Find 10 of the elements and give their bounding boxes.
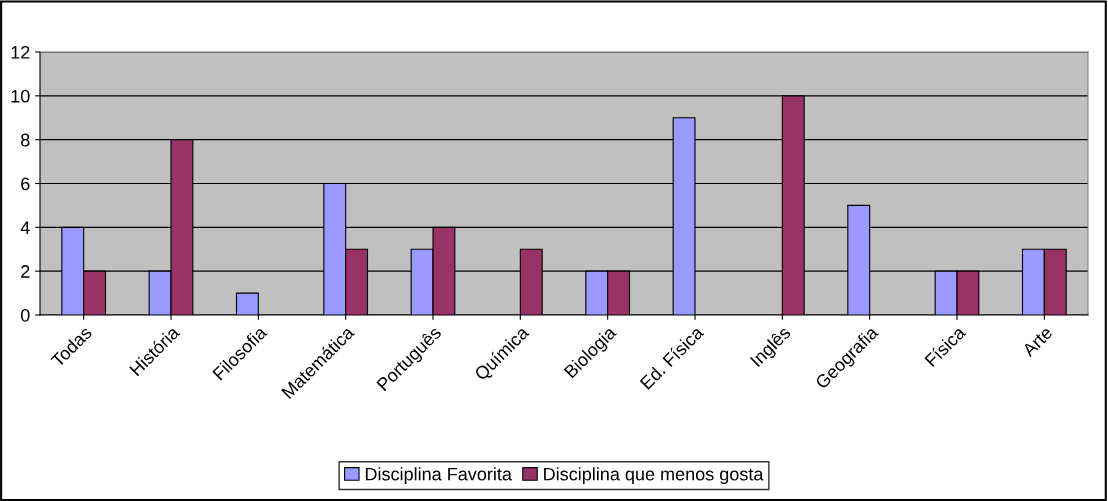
legend-label: Disciplina Favorita [365, 467, 512, 485]
legend-label: Disciplina que menos gosta [544, 467, 764, 485]
y-tick-label: 12 [11, 45, 30, 59]
y-tick-label: 0 [20, 308, 30, 322]
x-tick-label: Arte [1021, 325, 1054, 358]
y-tick-label: 2 [21, 265, 30, 278]
y-tick-label: 10 [11, 89, 30, 103]
y-tick-label: 8 [21, 133, 30, 147]
y-tick-label: 4 [20, 221, 30, 234]
y-tick-label: 6 [21, 177, 30, 191]
